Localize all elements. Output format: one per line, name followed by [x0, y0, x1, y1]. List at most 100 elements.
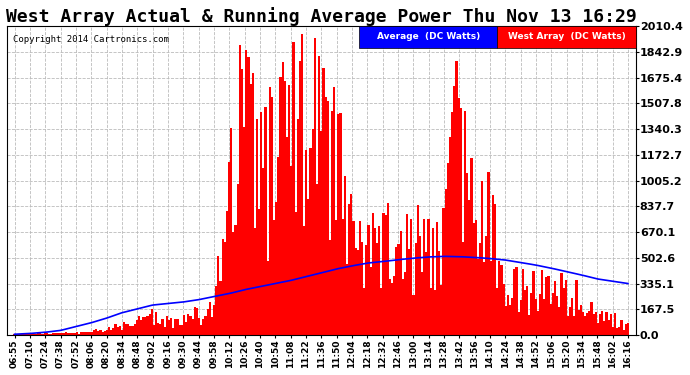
Bar	[376, 243, 378, 335]
Bar	[417, 205, 419, 335]
Bar	[299, 61, 301, 335]
Bar	[123, 322, 125, 335]
Bar	[455, 61, 457, 335]
Bar	[290, 166, 293, 335]
Bar	[543, 299, 546, 335]
Bar	[277, 158, 279, 335]
Bar	[181, 325, 183, 335]
Bar	[569, 307, 571, 335]
Bar	[496, 288, 498, 335]
Bar	[14, 334, 16, 335]
Bar	[402, 279, 404, 335]
Bar	[305, 150, 308, 335]
Bar	[393, 276, 395, 335]
Bar	[479, 243, 481, 335]
Bar	[33, 334, 35, 335]
Bar	[127, 324, 130, 335]
Bar	[485, 236, 488, 335]
Bar	[395, 247, 397, 335]
Bar	[121, 330, 123, 335]
Bar	[487, 172, 490, 335]
Bar	[351, 194, 353, 335]
Bar	[264, 107, 266, 335]
Bar	[82, 332, 84, 335]
Bar	[498, 261, 500, 335]
Bar	[93, 330, 95, 335]
Bar	[301, 34, 303, 335]
Bar	[539, 294, 541, 335]
Bar	[119, 326, 121, 335]
Bar	[584, 316, 586, 335]
Bar	[328, 240, 331, 335]
Bar	[22, 333, 24, 335]
Bar	[382, 213, 384, 335]
Bar	[74, 333, 76, 335]
Bar	[228, 162, 230, 335]
Bar	[110, 330, 112, 335]
Bar	[374, 228, 376, 335]
Bar	[438, 251, 440, 335]
Bar	[363, 288, 365, 335]
Bar	[509, 305, 511, 335]
Bar	[471, 158, 473, 335]
Text: Copyright 2014 Cartronics.com: Copyright 2014 Cartronics.com	[13, 35, 169, 44]
Bar	[421, 272, 423, 335]
Bar	[518, 312, 520, 335]
Bar	[196, 308, 198, 335]
Bar	[57, 333, 59, 335]
Bar	[134, 324, 136, 335]
Bar	[427, 219, 430, 335]
Bar	[268, 87, 271, 335]
Bar	[78, 333, 80, 335]
Bar	[144, 317, 146, 335]
Bar	[415, 243, 417, 335]
Bar	[365, 245, 368, 335]
Bar	[477, 259, 479, 335]
Bar	[425, 252, 428, 335]
Bar	[245, 51, 247, 335]
Bar	[262, 168, 264, 335]
Bar	[204, 316, 206, 335]
Bar	[386, 204, 389, 335]
Bar	[442, 209, 444, 335]
Bar	[61, 333, 63, 335]
Bar	[161, 319, 164, 335]
Bar	[460, 108, 462, 335]
Bar	[20, 334, 22, 335]
Bar	[179, 326, 181, 335]
Bar	[318, 56, 320, 335]
Bar	[39, 333, 41, 335]
Bar	[359, 221, 361, 335]
Bar	[140, 320, 142, 335]
Bar	[295, 212, 297, 335]
Bar	[164, 327, 166, 335]
Bar	[339, 113, 342, 335]
Bar	[453, 86, 455, 335]
Bar	[595, 312, 597, 335]
Bar	[104, 331, 106, 335]
Bar	[566, 316, 569, 335]
Bar	[153, 325, 155, 335]
Bar	[378, 226, 380, 335]
Bar	[320, 131, 322, 335]
Bar	[616, 328, 618, 335]
Bar	[233, 232, 235, 335]
Bar	[408, 249, 411, 335]
Bar	[155, 312, 157, 335]
Bar	[217, 256, 219, 335]
Bar	[353, 220, 355, 335]
Bar	[342, 219, 344, 335]
Bar	[166, 316, 168, 335]
Bar	[198, 318, 200, 335]
Bar	[506, 295, 509, 335]
Bar	[275, 202, 277, 335]
Bar	[494, 204, 496, 335]
Bar	[545, 277, 548, 335]
Bar	[520, 300, 522, 335]
Bar	[440, 285, 442, 335]
Bar	[249, 84, 252, 335]
Bar	[187, 314, 190, 335]
Bar	[226, 211, 228, 335]
Bar	[357, 251, 359, 335]
Bar	[90, 332, 93, 335]
